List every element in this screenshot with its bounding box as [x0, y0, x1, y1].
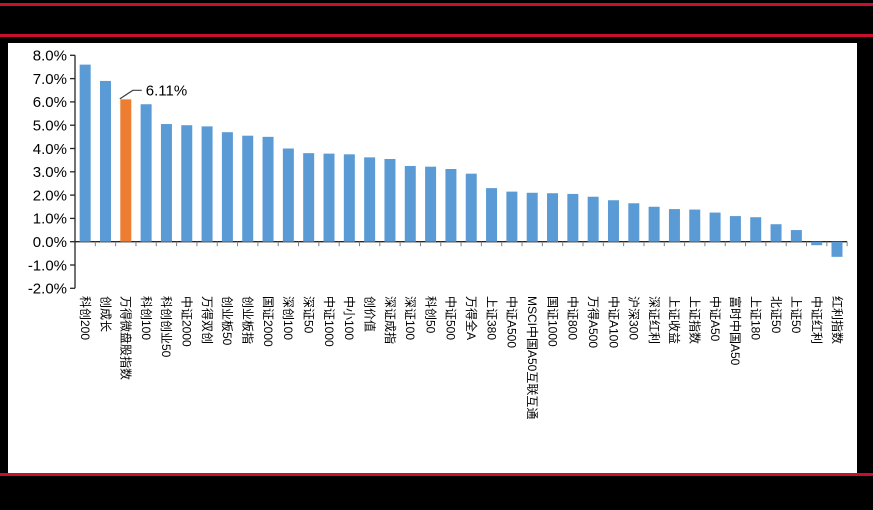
x-category-label: 创业板50 [220, 296, 234, 346]
x-category-label: 深证红利 [647, 296, 662, 344]
x-category-label: 万得A500 [586, 296, 601, 348]
bar-万得微盘股指数 [120, 99, 132, 242]
bar-万得双创 [201, 126, 213, 242]
bar-科创50 [425, 166, 437, 242]
bar-沪深300 [628, 203, 640, 242]
bar-富时中国A50 [729, 216, 741, 242]
x-category-label: 上证收益 [667, 296, 681, 344]
bottom-red-rule [0, 473, 873, 476]
bar-深证50 [303, 153, 315, 242]
x-category-label: 沪深300 [627, 296, 641, 340]
y-tick-label: 2.0% [33, 187, 67, 204]
y-tick-label: 6.0% [33, 94, 67, 111]
x-category-label: 中证2000 [180, 296, 195, 347]
x-category-label: 国证1000 [545, 296, 559, 347]
annotation-value-label: 6.11% [146, 83, 187, 100]
x-category-label: 深证成指 [383, 296, 398, 344]
index-returns-bar-chart: 8.0% 7.0% 6.0% 5.0% 4.0% 3.0% 2.0% 1.0% 0.0% -1.0… [28, 48, 848, 419]
bar-创业板50 [221, 132, 233, 242]
x-category-label: 中小100 [342, 296, 357, 340]
x-category-label: 科创100 [139, 296, 153, 340]
bar-中证1000 [323, 153, 335, 242]
x-category-label: 创业板指 [241, 296, 256, 344]
x-category-label: 科创200 [78, 296, 92, 340]
bar-科创100 [140, 104, 152, 242]
bar-国证1000 [547, 193, 559, 242]
header-bottom-red-rule [0, 34, 873, 37]
x-category-label: 中证A50 [708, 296, 723, 342]
bar-中证A50 [709, 212, 721, 242]
x-category-label: 国证2000 [261, 296, 275, 347]
x-category-label: 中证A100 [606, 296, 621, 348]
bar-科创创业50 [160, 124, 172, 242]
y-tick-label: 1.0% [33, 211, 67, 228]
y-tick-label: 0.0% [33, 234, 67, 251]
x-category-label: 万得双创 [200, 296, 215, 344]
x-category-label: 创成长 [98, 296, 112, 332]
bar-上证指数 [689, 209, 701, 242]
bar-创成长 [99, 80, 111, 242]
x-category-label: 万得全A [464, 296, 479, 340]
y-tick-label: 8.0% [33, 48, 67, 65]
bar-深创100 [282, 148, 294, 242]
bar-中证500 [445, 169, 457, 242]
bar-上证收益 [668, 209, 680, 242]
bar-万得全A [465, 173, 477, 242]
x-category-label: 深证100 [403, 296, 417, 340]
x-category-label: 北证50 [769, 296, 783, 334]
bar-chart-panel: 8.0% 7.0% 6.0% 5.0% 4.0% 3.0% 2.0% 1.0% 0.0% -1.0… [8, 43, 857, 474]
bar-深证100 [404, 165, 416, 242]
y-tick-label: 3.0% [33, 164, 67, 181]
x-category-label: 科创创业50 [159, 296, 173, 358]
bar-上证380 [486, 188, 498, 242]
bar-上证50 [790, 230, 802, 242]
x-category-label: 深创100 [281, 296, 295, 340]
bar-中证800 [567, 193, 579, 242]
bar-中证2000 [181, 125, 193, 242]
bar-科创200 [79, 64, 91, 242]
x-category-label: 红利指数 [830, 296, 845, 344]
x-category-label: 万得微盘股指数 [119, 296, 134, 380]
y-tick-label: -1.0% [28, 257, 67, 274]
bar-北证50 [770, 224, 782, 242]
bar-中证A500 [506, 191, 518, 242]
x-category-label: 深证50 [301, 296, 315, 334]
x-category-label: 富时中国A50 [728, 296, 743, 366]
x-category-label: MSCI中国A50互联互通 [525, 296, 540, 419]
bar-万得A500 [587, 196, 599, 242]
x-category-label: 上证180 [749, 296, 763, 340]
bar-创价值 [364, 157, 376, 242]
y-tick-label: 7.0% [33, 71, 67, 88]
x-category-label: 上证50 [789, 296, 803, 334]
y-tick-label: 4.0% [33, 141, 67, 158]
x-category-label: 上证380 [484, 296, 498, 340]
y-tick-label: 5.0% [33, 117, 67, 134]
x-category-label: 创价值 [362, 296, 377, 332]
x-category-label: 上证指数 [688, 296, 703, 344]
bar-创业板指 [242, 135, 254, 242]
bar-深证红利 [648, 206, 660, 242]
bar-MSCI中国A50互联互通 [526, 192, 538, 242]
bar-国证2000 [262, 136, 274, 242]
bar-中证A100 [607, 200, 619, 242]
y-tick-label: -2.0% [28, 281, 67, 298]
bar-中证红利 [811, 241, 823, 246]
bar-中小100 [343, 154, 355, 242]
bar-深证成指 [384, 158, 396, 242]
x-category-label: 中证800 [566, 296, 581, 340]
x-category-label: 科创50 [423, 296, 437, 334]
x-category-label: 中证红利 [809, 296, 824, 344]
bar-上证180 [750, 217, 762, 242]
x-category-label: 中证A500 [505, 296, 520, 348]
annotation-leader-line [119, 89, 142, 100]
top-red-rule [0, 3, 873, 6]
x-category-label: 中证500 [444, 296, 459, 340]
bar-红利指数 [831, 241, 843, 257]
x-category-label: 中证1000 [322, 296, 337, 347]
